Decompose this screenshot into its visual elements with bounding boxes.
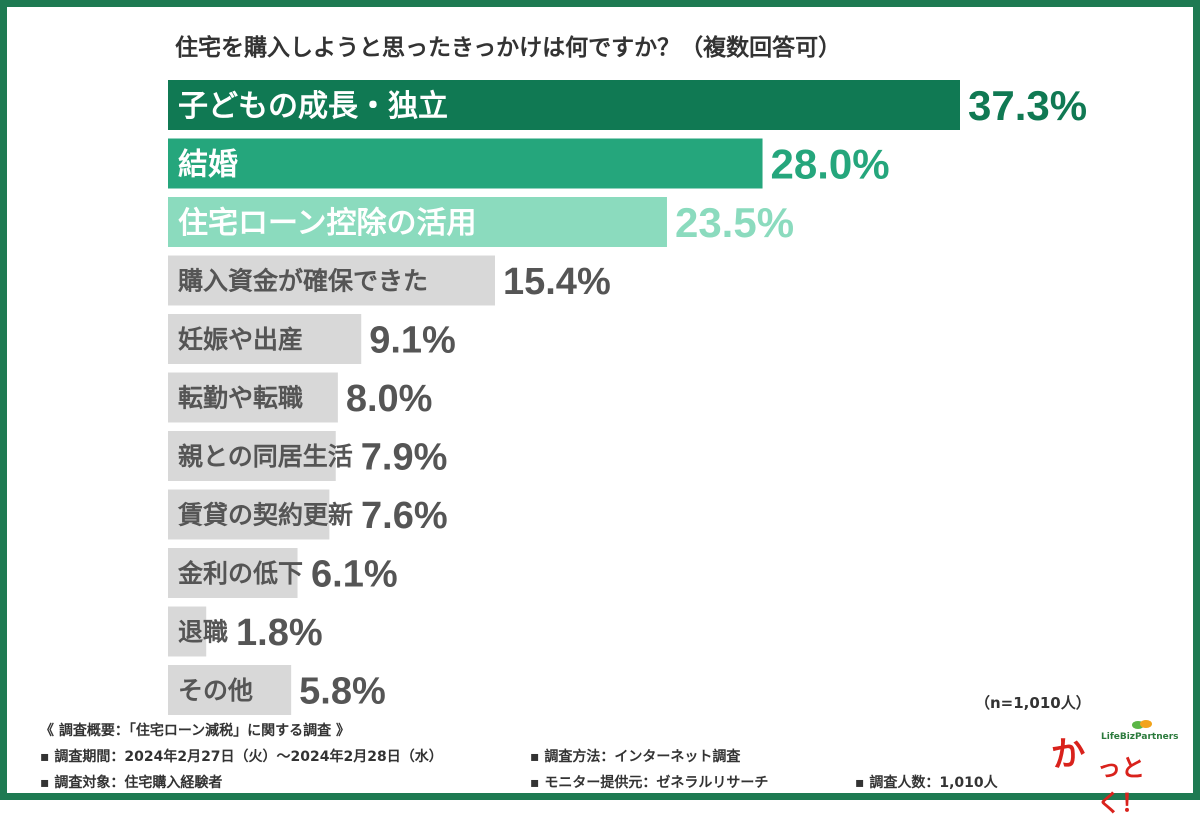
bar-5 xyxy=(168,314,362,364)
frame-border xyxy=(0,0,1200,800)
value-label-4: 15.4% xyxy=(503,261,611,303)
value-label-7: 7.9% xyxy=(361,437,448,479)
category-label-3: 住宅ローン控除の活用 xyxy=(178,206,477,241)
value-label-11: 5.8% xyxy=(299,671,386,713)
bar-7 xyxy=(168,431,336,481)
bar-chart: 子どもの成長・独立 37.3% 結婚 28.0% 住宅ローン控除の活用 23.5% 購入資金… xyxy=(168,80,1087,715)
category-label-7: 親との同居生活 xyxy=(178,442,353,471)
value-label-2: 28.0% xyxy=(771,141,890,188)
survey-period: ▪ 調査期間：2024年2月27日（火）～2024年2月28日（水） xyxy=(40,749,443,765)
survey-respondent-count: ▪ 調査人数：1,010人 xyxy=(855,775,998,791)
category-label-1: 子どもの成長・独立 xyxy=(178,89,448,124)
value-label-6: 8.0% xyxy=(346,378,433,420)
category-label-6: 転勤や転職 xyxy=(178,384,303,413)
bar-1 xyxy=(168,80,960,130)
value-label-10: 1.8% xyxy=(236,612,323,654)
category-label-10: 退職 xyxy=(178,618,228,647)
value-label-5: 9.1% xyxy=(369,320,456,362)
bar-9 xyxy=(168,548,298,598)
category-label-5: 妊娠や出産 xyxy=(178,325,303,354)
sample-size-note: （n=1,010人） xyxy=(975,694,1091,712)
survey-target: ▪ 調査対象：住宅購入経験者 xyxy=(40,775,223,791)
value-label-9: 6.1% xyxy=(311,554,398,596)
bar-11 xyxy=(168,665,292,715)
survey-heading: 《 調査概要：「住宅ローン減税」に関する調査 》 xyxy=(40,723,351,739)
value-label-8: 7.6% xyxy=(361,495,448,537)
category-label-2: 結婚 xyxy=(178,147,238,182)
category-label-8: 賃貸の契約更新 xyxy=(177,501,353,530)
value-label-1: 37.3% xyxy=(968,82,1087,129)
survey-panel-provider: ▪ モニター提供元：ゼネラルリサーチ xyxy=(530,775,769,791)
category-label-11: その他 xyxy=(178,676,253,705)
category-label-9: 金利の低下 xyxy=(177,559,303,588)
bar-8 xyxy=(168,489,330,540)
bar-10 xyxy=(168,606,207,657)
bar-2 xyxy=(168,138,763,189)
chart-title: 住宅を購入しようと思ったきっかけは何ですか？（複数回答可） xyxy=(175,35,842,61)
category-label-4: 購入資金が確保できた xyxy=(178,267,428,296)
logo-kana-rest: っとく！ xyxy=(1097,754,1145,817)
bar-4 xyxy=(168,255,495,306)
survey-method: ▪ 調査方法：インターネット調査 xyxy=(530,749,741,765)
leaf-icon xyxy=(1132,720,1152,729)
brand-logo: か LifeBizPartners っとく！ xyxy=(1045,718,1180,817)
value-label-3: 23.5% xyxy=(675,199,794,246)
bar-6 xyxy=(168,372,338,423)
bar-3 xyxy=(168,197,667,247)
logo-kana-main: か xyxy=(1049,732,1088,776)
logo-brand-text: LifeBizPartners xyxy=(1101,732,1179,742)
